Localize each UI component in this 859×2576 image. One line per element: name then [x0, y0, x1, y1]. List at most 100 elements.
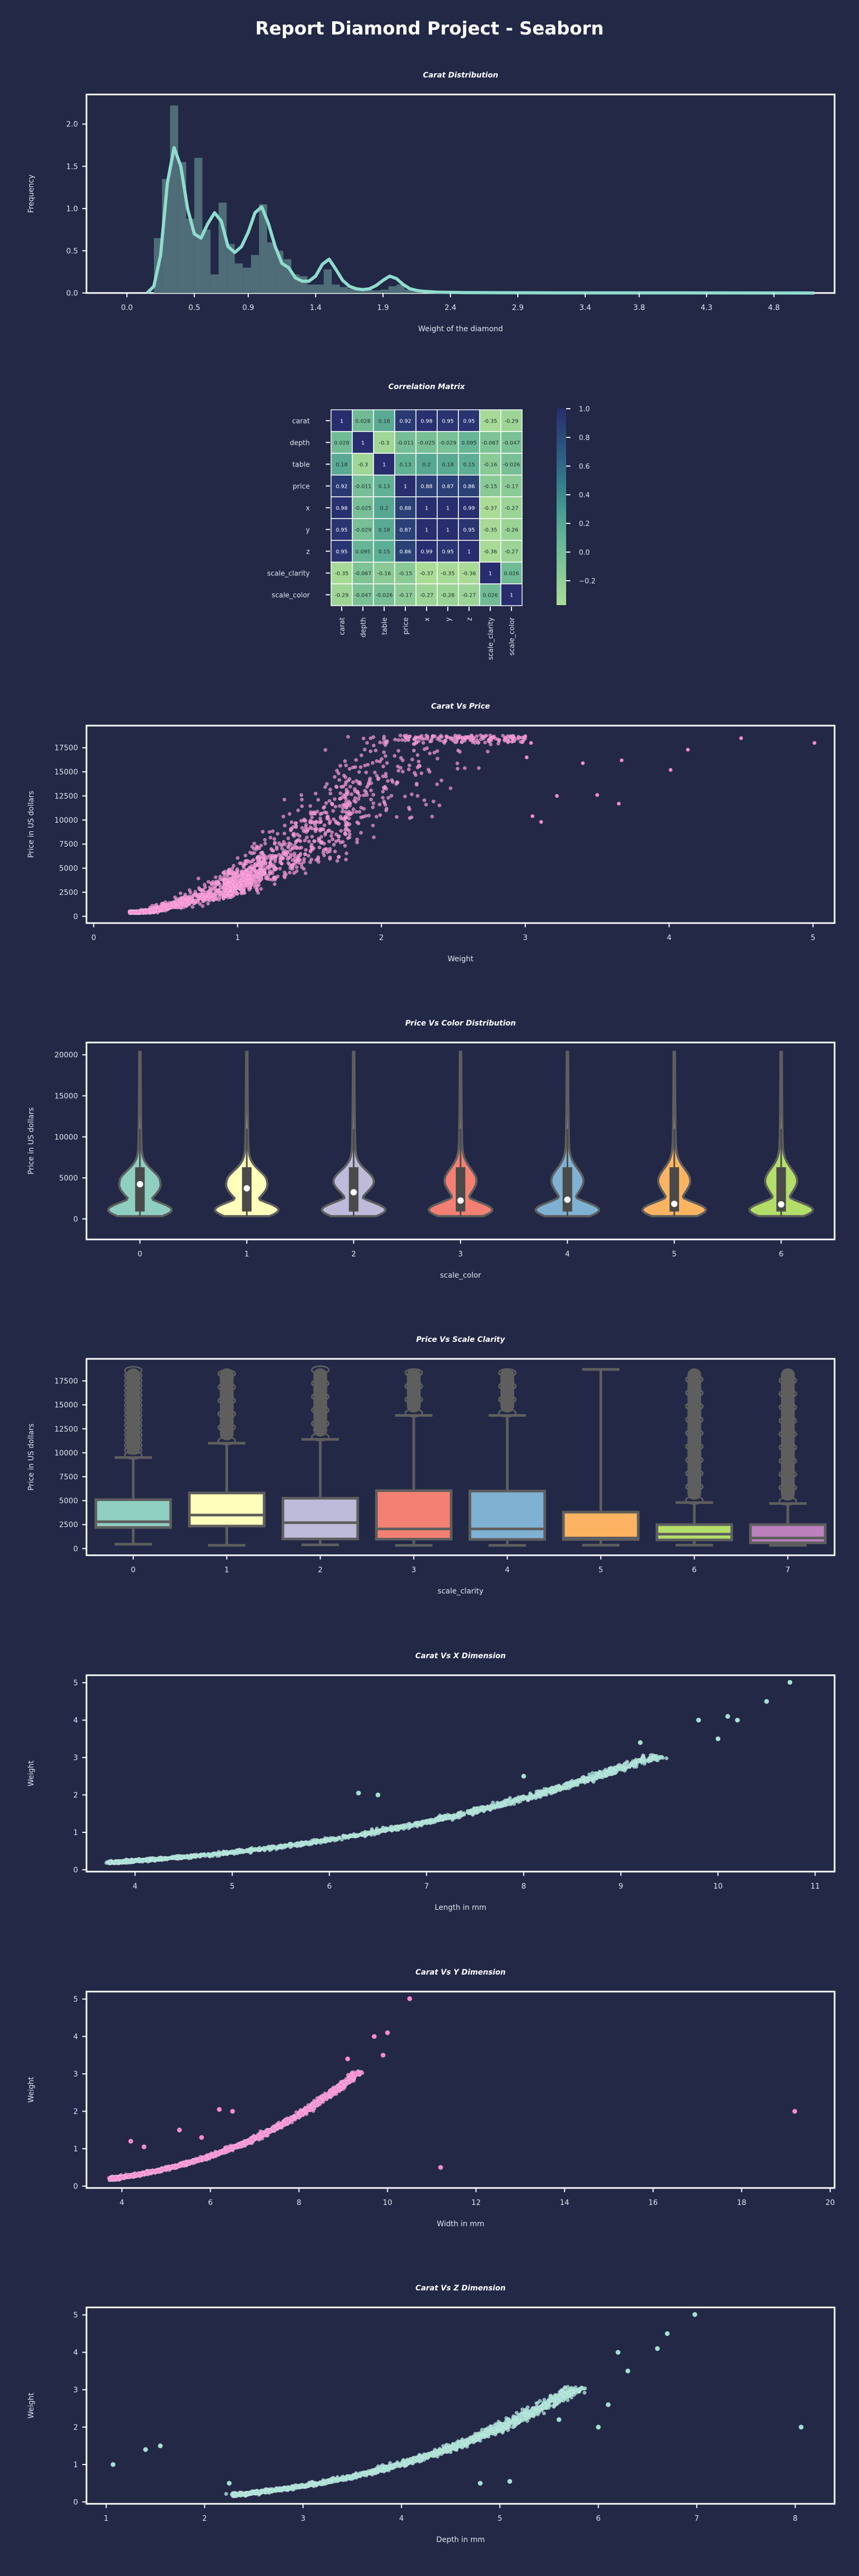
carat_vs_y-xlabel: Width in mm: [437, 2220, 484, 2228]
scatter-point: [490, 737, 493, 740]
clarity-ytick: 7500: [59, 1473, 78, 1481]
scatter-point: [275, 847, 279, 850]
scatter-point: [391, 780, 394, 783]
scatter-point: [509, 1800, 513, 1804]
scatter-point: [229, 895, 232, 899]
scatter-point: [489, 743, 492, 746]
scatter-point: [280, 847, 283, 850]
violin-iqr: [135, 1167, 145, 1211]
scatter-point: [376, 1793, 380, 1797]
scatter-point: [412, 742, 415, 745]
scatter-point: [372, 744, 375, 747]
scatter-point: [190, 897, 193, 900]
scatter-point: [334, 821, 337, 824]
carat-ytick: 2.0: [66, 120, 78, 129]
heatmap-value: -0.36: [462, 571, 476, 577]
scatter-point: [385, 809, 388, 812]
scatter-point: [468, 736, 472, 739]
carat_distribution-title: Carat Distribution: [423, 71, 498, 80]
scatter-point: [522, 1774, 526, 1779]
scatter-point: [217, 889, 220, 892]
violin-median: [137, 1181, 143, 1187]
scatter-point: [198, 893, 201, 896]
heatmap-value: 0.95: [442, 549, 454, 555]
scatter-point: [362, 807, 366, 811]
scatter-point: [423, 747, 426, 751]
scatter-point: [151, 904, 154, 907]
scatter-point: [256, 857, 259, 860]
scatter-point: [323, 811, 326, 814]
scatter-point: [255, 880, 258, 883]
scatter-point: [739, 736, 743, 740]
scatter-point: [539, 820, 543, 824]
scatter-point: [310, 827, 314, 830]
scatter-point: [317, 860, 320, 864]
scatter-point: [384, 1829, 387, 1832]
scatter-point: [263, 838, 266, 841]
heatmap-value: 1: [383, 462, 386, 468]
scatter-point: [205, 898, 209, 901]
scatter-point: [397, 769, 400, 772]
scatter-point: [525, 755, 528, 759]
scatter-point: [409, 1824, 413, 1828]
carat-xtick: 1.9: [377, 304, 389, 312]
scatter-point: [226, 873, 229, 876]
scatter-point: [454, 1815, 457, 1819]
scatter-point: [261, 851, 264, 854]
price_vs_clarity-title: Price Vs Scale Clarity: [416, 1336, 505, 1344]
heatmap-value: -0.067: [354, 571, 371, 577]
scatter-point: [449, 787, 452, 790]
scatter-point: [319, 835, 323, 838]
scatter-point: [665, 1756, 669, 1760]
correlation-matrix-title: Correlation Matrix: [388, 383, 465, 391]
scatter-point: [289, 1843, 292, 1847]
scatter-point: [328, 788, 332, 791]
heatmap-value: 0.98: [336, 506, 348, 512]
scatter-point: [168, 903, 171, 906]
heatmap-value: -0.029: [439, 441, 456, 446]
scatter-point: [344, 833, 347, 836]
scatter-point: [337, 778, 341, 781]
heatmap-value: -0.047: [354, 593, 371, 599]
scatter-point: [460, 1813, 464, 1816]
clarity-ytick: 0: [73, 1545, 78, 1553]
scatter-point: [377, 1832, 380, 1836]
heatmap-value: 0.95: [463, 419, 475, 425]
scatter-point: [372, 802, 375, 805]
heatmap-row-label: price: [293, 483, 310, 491]
scatter-point: [511, 735, 514, 738]
scatter-point: [344, 793, 348, 796]
heatmap-value: 0.92: [336, 484, 348, 490]
hist-bar: [299, 276, 307, 293]
heatmap-value: 0.13: [400, 462, 411, 468]
scatter-point: [481, 735, 484, 738]
scatter-point: [341, 806, 344, 809]
scatter-point: [344, 780, 348, 783]
scatter-point: [259, 872, 263, 875]
box-body: [750, 1524, 825, 1543]
scatter-point: [324, 786, 327, 789]
carat-xtick: 2.4: [445, 304, 456, 312]
scatter-point: [313, 840, 316, 843]
box-body: [657, 1524, 732, 1540]
heatmap-col-label: depth: [360, 617, 368, 637]
scatter-point: [367, 814, 370, 817]
box-body: [563, 1512, 638, 1539]
scatter-point: [203, 883, 206, 886]
scatter-point: [293, 862, 296, 865]
scatter-point: [440, 779, 443, 782]
scatter-point: [401, 770, 404, 773]
scatter-point: [348, 833, 351, 836]
scatter-point: [486, 750, 489, 753]
scatter-point: [587, 1773, 591, 1777]
heatmap-col-label: carat: [339, 617, 346, 635]
scatter-point: [339, 815, 342, 818]
scatter-point: [477, 741, 480, 744]
scatter-point: [250, 880, 253, 883]
scatter-point: [348, 777, 351, 780]
scatter-point: [384, 803, 387, 806]
scatter-point: [504, 1801, 508, 1805]
scatter-point: [344, 823, 348, 826]
scatter-point: [261, 830, 264, 833]
